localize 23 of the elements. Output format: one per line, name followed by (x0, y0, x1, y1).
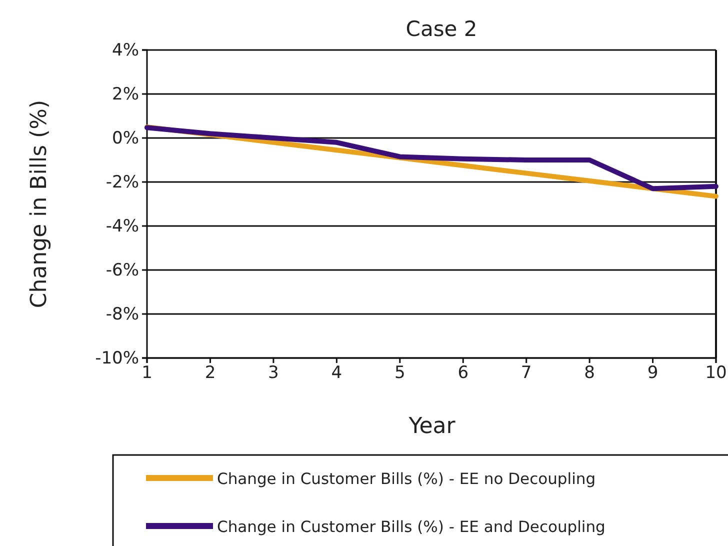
y-tick-label: 0% (112, 128, 139, 148)
y-tick-label: -8% (106, 304, 139, 324)
y-tick-label: -10% (95, 348, 139, 368)
chart-title: Case 2 (406, 17, 478, 41)
x-tick-label: 6 (458, 363, 469, 384)
y-tick-label: -6% (106, 260, 139, 280)
x-tick-label: 1 (142, 363, 152, 384)
x-tick-label: 7 (520, 363, 532, 384)
x-tick-label: 3 (268, 363, 279, 384)
y-tick-label: -4% (106, 216, 139, 236)
x-tick-label: 10 (705, 363, 727, 384)
y-tick-label: 2% (112, 84, 139, 104)
y-tick-label: 4% (112, 40, 139, 60)
y-tick-label: -2% (106, 172, 139, 192)
x-tick-label: 5 (394, 363, 406, 384)
x-tick-label: 4 (331, 363, 342, 384)
x-tick-label: 2 (204, 363, 216, 384)
x-tick-label: 8 (584, 363, 595, 384)
legend-label: Change in Customer Bills (%) - EE no Decoupling (217, 470, 596, 488)
y-axis-title: Change in Bills (%) (27, 100, 52, 308)
x-tick-label: 9 (647, 363, 658, 384)
legend-label: Change in Customer Bills (%) - EE and Decoupling (217, 518, 606, 536)
x-axis-title: Year (408, 414, 456, 439)
